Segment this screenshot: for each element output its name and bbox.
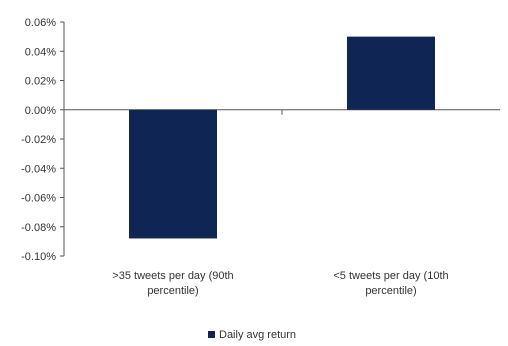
y-tick-label: 0.00%	[25, 105, 56, 117]
x-category-label: <5 tweets per day (10th	[333, 270, 448, 282]
y-tick-label: 0.06%	[25, 17, 56, 29]
bar	[347, 36, 435, 110]
y-tick-label: -0.02%	[21, 134, 56, 146]
x-category-label: percentile)	[147, 285, 198, 297]
x-category-label: >35 tweets per day (90th	[112, 270, 233, 282]
y-tick-label: -0.08%	[21, 222, 56, 234]
bar	[129, 109, 217, 239]
y-tick-label: -0.06%	[21, 193, 56, 205]
legend-label: Daily avg return	[219, 329, 296, 341]
y-tick-label: 0.04%	[25, 46, 56, 58]
y-tick-label: 0.02%	[25, 76, 56, 88]
legend-swatch	[208, 331, 215, 338]
x-category-label: percentile)	[365, 285, 416, 297]
y-tick-label: -0.10%	[21, 251, 56, 263]
y-tick-label: -0.04%	[21, 163, 56, 175]
